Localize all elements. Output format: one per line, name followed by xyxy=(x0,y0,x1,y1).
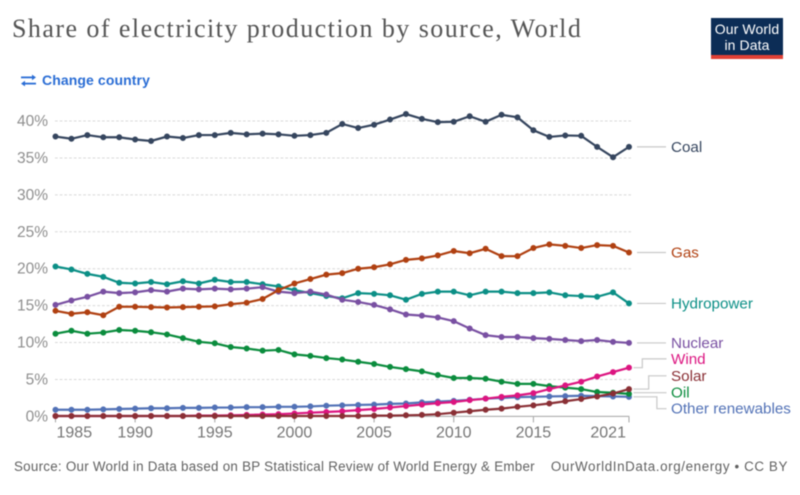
svg-text:30%: 30% xyxy=(17,187,48,204)
svg-text:2021: 2021 xyxy=(590,425,626,442)
svg-text:Coal: Coal xyxy=(671,139,702,156)
svg-text:40%: 40% xyxy=(17,113,48,130)
svg-text:Nuclear: Nuclear xyxy=(671,335,723,352)
svg-text:Other renewables: Other renewables xyxy=(671,401,791,418)
svg-text:5%: 5% xyxy=(26,371,49,388)
svg-text:Oil: Oil xyxy=(671,385,690,402)
svg-text:1990: 1990 xyxy=(117,425,153,442)
svg-text:15%: 15% xyxy=(17,298,48,315)
svg-text:10%: 10% xyxy=(17,335,48,352)
svg-text:25%: 25% xyxy=(17,224,48,241)
svg-text:Hydropower: Hydropower xyxy=(671,295,753,312)
svg-text:Wind: Wind xyxy=(671,351,706,368)
svg-text:1985: 1985 xyxy=(57,425,93,442)
svg-text:2015: 2015 xyxy=(516,425,552,442)
svg-text:2005: 2005 xyxy=(356,425,392,442)
svg-text:1995: 1995 xyxy=(197,425,233,442)
svg-text:0%: 0% xyxy=(26,408,49,425)
svg-text:35%: 35% xyxy=(17,150,48,167)
svg-text:Gas: Gas xyxy=(671,244,699,261)
svg-text:2010: 2010 xyxy=(436,425,472,442)
svg-text:Solar: Solar xyxy=(671,368,706,385)
svg-text:2000: 2000 xyxy=(277,425,313,442)
svg-text:20%: 20% xyxy=(17,261,48,278)
